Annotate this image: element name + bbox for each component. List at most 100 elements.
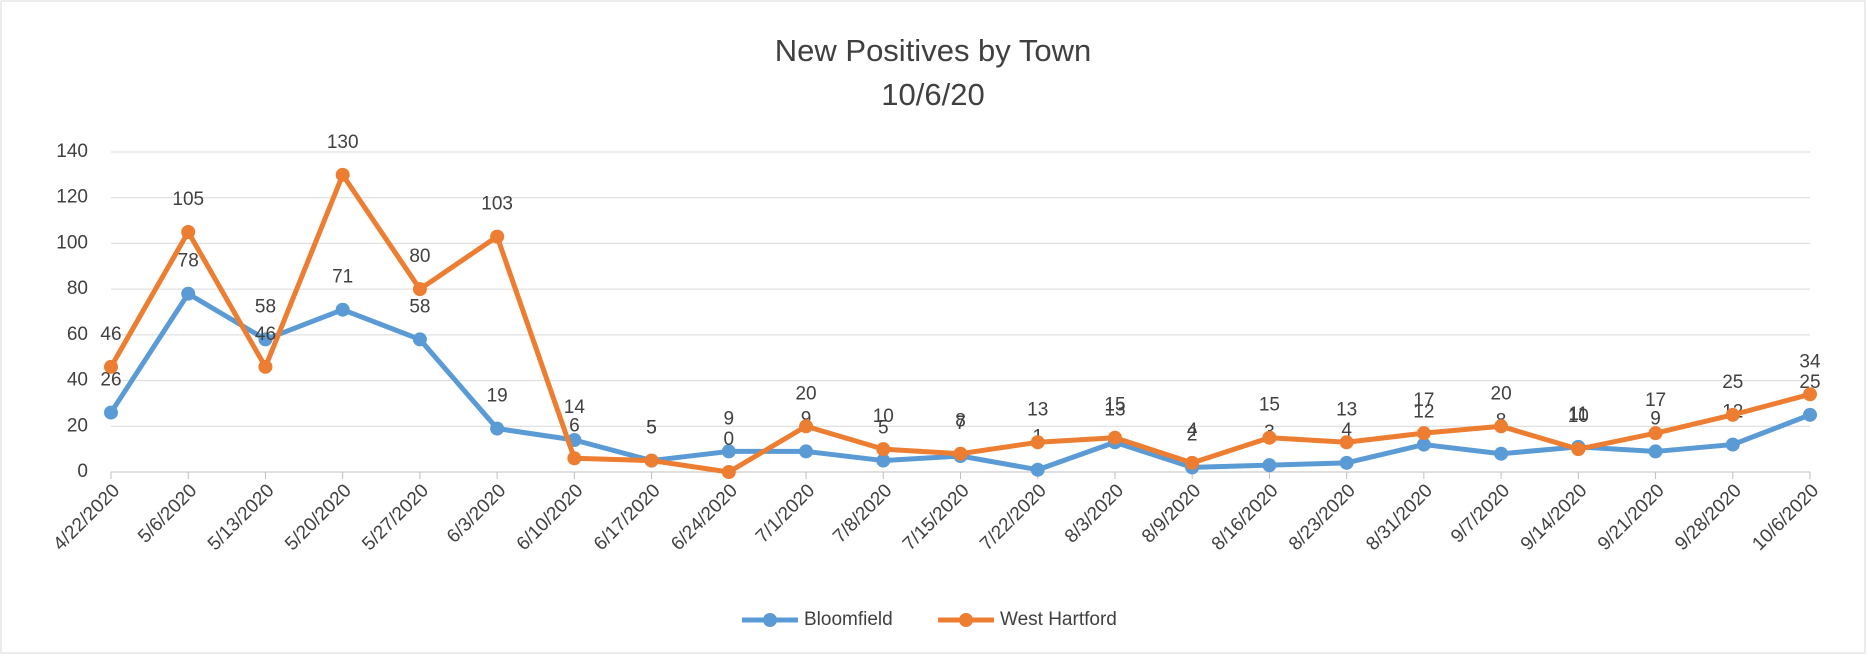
point [1030, 435, 1045, 450]
data-label: 17 [1413, 390, 1434, 411]
point [1416, 426, 1431, 441]
point [335, 302, 350, 317]
point [1648, 444, 1663, 459]
point [1725, 407, 1740, 422]
point [1803, 407, 1817, 422]
data-label: 6 [569, 415, 580, 436]
y-tick-label: 60 [67, 324, 88, 345]
point [181, 225, 196, 239]
y-tick-label: 100 [56, 232, 88, 253]
point [799, 444, 814, 459]
data-label: 9 [801, 408, 812, 429]
data-label: 5 [646, 418, 657, 439]
point [1262, 458, 1277, 473]
data-label: 9 [1650, 408, 1661, 429]
y-tick-label: 20 [67, 415, 88, 436]
point [1107, 430, 1122, 445]
data-label: 105 [172, 189, 204, 210]
point [1494, 419, 1509, 434]
point [490, 421, 505, 436]
legend-marker [763, 613, 777, 627]
y-tick-label: 80 [67, 278, 88, 299]
data-label: 10 [1568, 406, 1589, 427]
data-label: 15 [1259, 395, 1280, 416]
chart-title: New Positives by Town [775, 33, 1091, 68]
point [1571, 442, 1586, 457]
point [104, 405, 118, 420]
data-label: 5 [646, 418, 657, 439]
data-label: 14 [564, 397, 586, 418]
legend-marker [959, 613, 973, 627]
legend-item: West Hartford [938, 609, 1117, 630]
data-label: 58 [409, 296, 430, 317]
point [258, 332, 273, 347]
point [1803, 387, 1817, 402]
data-label: 71 [332, 267, 353, 288]
data-label: 7 [955, 413, 966, 434]
y-tick-label: 120 [56, 187, 88, 208]
point [876, 442, 891, 457]
point [1494, 446, 1509, 461]
point [567, 451, 582, 466]
data-label: 13 [1336, 399, 1357, 420]
legend-item: Bloomfield [742, 609, 893, 630]
point [1030, 462, 1045, 477]
y-tick-label: 140 [56, 141, 88, 162]
data-label: 0 [724, 429, 735, 450]
data-label: 46 [100, 324, 121, 345]
point [181, 286, 196, 301]
data-label: 58 [255, 296, 276, 317]
point [412, 332, 427, 347]
data-label: 13 [1104, 399, 1125, 420]
data-label: 19 [487, 386, 508, 407]
data-label: 4 [1341, 420, 1352, 441]
data-label: 130 [327, 132, 359, 153]
point [412, 282, 427, 297]
data-label: 13 [1027, 399, 1048, 420]
point [953, 446, 968, 461]
data-label: 2 [1187, 424, 1198, 445]
legend-label: Bloomfield [804, 609, 893, 630]
point [644, 453, 659, 468]
point [799, 419, 814, 434]
point [258, 359, 273, 374]
point [1648, 426, 1663, 441]
data-label: 25 [1722, 372, 1743, 393]
data-label: 17 [1645, 390, 1666, 411]
data-label: 20 [1491, 383, 1512, 404]
point [1339, 455, 1354, 470]
y-tick-label: 0 [77, 461, 88, 482]
y-tick-label: 40 [67, 370, 88, 391]
data-label: 20 [795, 383, 816, 404]
data-label: 9 [724, 408, 735, 429]
data-label: 80 [409, 246, 430, 267]
point [876, 453, 891, 468]
data-label: 34 [1799, 351, 1821, 372]
data-label: 15 [1104, 395, 1125, 416]
legend-label: West Hartford [1000, 609, 1117, 630]
data-label: 25 [1799, 372, 1820, 393]
data-label: 26 [100, 370, 121, 391]
point [721, 444, 736, 459]
data-label: 4 [1187, 420, 1198, 441]
point [1339, 435, 1354, 450]
data-label: 11 [1568, 404, 1588, 425]
data-label: 78 [178, 251, 199, 272]
point [1262, 430, 1277, 445]
chart-subtitle: 10/6/20 [881, 77, 984, 112]
point [1185, 455, 1200, 470]
data-label: 46 [255, 324, 276, 345]
data-label: 10 [873, 406, 894, 427]
data-label: 103 [481, 194, 513, 215]
point [721, 465, 736, 479]
point [1725, 437, 1740, 452]
point [104, 359, 118, 374]
point [490, 229, 505, 244]
data-label: 8 [955, 411, 966, 432]
data-label: 5 [878, 418, 889, 439]
point [335, 167, 350, 182]
data-label: 12 [1413, 402, 1434, 423]
point [1416, 437, 1431, 452]
